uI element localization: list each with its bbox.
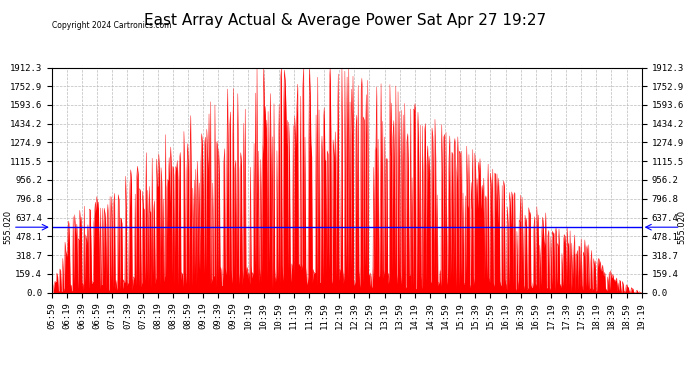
Text: 555.020: 555.020 <box>677 210 687 244</box>
Text: East Array Actual & Average Power Sat Apr 27 19:27: East Array Actual & Average Power Sat Ap… <box>144 13 546 28</box>
Text: 555.020: 555.020 <box>3 210 13 244</box>
Text: Copyright 2024 Cartronics.com: Copyright 2024 Cartronics.com <box>52 21 171 30</box>
Legend: Average(DC Watts), East Array(DC Watts): Average(DC Watts), East Array(DC Watts) <box>408 0 637 3</box>
